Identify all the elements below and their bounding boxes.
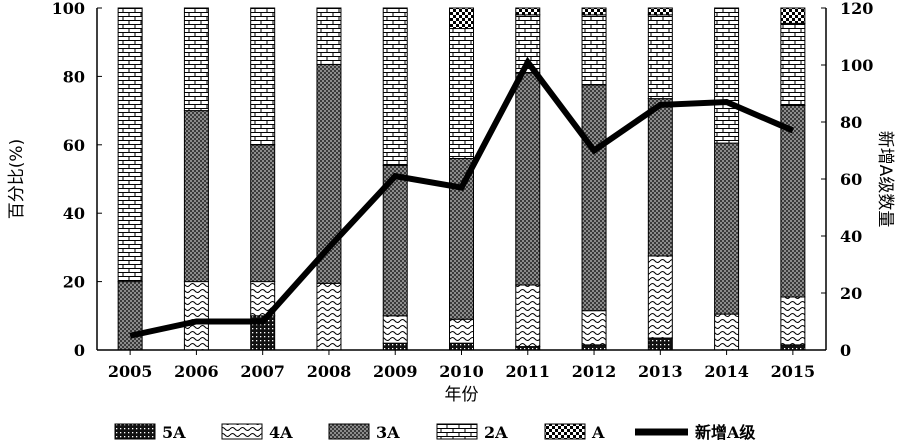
legend-swatch-4A [221,423,263,440]
plot-area [117,7,806,351]
bar-segment-2015-2A [780,22,806,106]
y-tick-label-right: 60 [840,170,862,189]
bar-segment-2005-2A [117,7,143,283]
x-tick-label: 2014 [704,362,749,381]
y-tick-label-right: 80 [840,113,862,132]
bar-segment-2015-5A [780,344,806,351]
legend-label-line: 新增A级 [695,423,756,442]
bar-segment-2012-A [581,7,607,16]
legend-swatch-3A [328,423,370,440]
axes: 0 20 40 60 80 100 0 20 40 60 80 100 120 2005 2006 2007 2… [7,0,895,405]
bar-segment-2007-2A [250,7,276,146]
x-tick-label: 2006 [174,362,219,381]
x-tick-label: 2007 [240,362,285,381]
bar-segment-2009-2A [382,7,408,166]
y-tick-label-right: 0 [840,341,851,360]
bar-segment-2013-A [647,7,673,16]
bar-segment-2013-3A [647,98,673,257]
x-tick-label: 2015 [771,362,816,381]
bar-segment-2012-2A [581,14,607,86]
y-tick-label-right: 100 [840,56,873,75]
x-tick-label: 2013 [638,362,683,381]
bar-segment-2010-5A [449,342,474,351]
bar-segment-2013-2A [647,14,673,100]
bar-segment-2009-5A [382,342,408,351]
y-tick-label-left: 0 [74,341,85,360]
x-tick-label: 2011 [506,362,551,381]
bar-segment-2007-3A [250,144,276,283]
bar-segment-2010-2A [449,28,474,159]
bar-segment-2015-3A [780,104,806,298]
bar-segment-2009-3A [382,164,408,317]
y-tick-label-right: 40 [840,227,862,246]
bar-segment-2011-3A [515,72,541,286]
legend-swatch-2A [436,423,478,440]
legend-label-4A: 4A [269,423,293,442]
line-series-new-a-level [129,56,795,339]
y-tick-label-left: 100 [52,0,85,18]
bar-segment-2015-A [780,7,806,24]
bar-segment-2013-4A [647,255,673,339]
x-tick-label: 2009 [373,362,418,381]
legend: 5A 4A 3A 2A A 新增A级 [114,423,756,442]
bar-segment-2007-4A [250,281,276,317]
bar-segment-2010-A [449,7,474,30]
bar-segment-2012-3A [581,84,607,312]
legend-label-A: A [591,423,605,442]
bar-segment-2014-4A [714,313,740,351]
bar-segment-2008-2A [316,7,342,65]
legend-label-5A: 5A [162,423,186,442]
bar-segment-2006-3A [183,110,209,283]
bar-segment-2005-3A [117,281,143,351]
legend-swatch-5A [114,423,156,440]
x-tick-label: 2005 [108,362,153,381]
bar-segment-2013-5A [647,337,673,351]
y-axis-title-right: 新增A级数量 [875,131,895,228]
x-tick-label: 2010 [439,362,484,381]
bar-segment-2006-4A [183,281,209,351]
y-tick-label-right: 20 [840,284,862,303]
bar-segment-2014-3A [714,142,740,315]
bar-segment-2012-5A [581,344,607,351]
x-tick-label: 2008 [307,362,352,381]
y-tick-label-left: 40 [63,204,85,223]
bar-segment-2011-4A [515,284,541,348]
y-tick-label-left: 80 [63,67,85,86]
bar-segment-2014-2A [714,7,740,144]
x-axis-title: 年份 [445,385,479,405]
y-tick-label-left: 60 [63,136,85,155]
bar-segment-2011-A [515,7,541,16]
bar-segment-2015-4A [780,296,806,346]
y-tick-label-left: 20 [63,273,85,292]
y-tick-label-right: 120 [840,0,873,18]
bar-segment-2008-4A [316,282,342,351]
bar-segment-2006-2A [183,7,209,112]
x-tick-label: 2012 [572,362,617,381]
legend-label-3A: 3A [376,423,400,442]
bar-segment-2012-4A [581,310,607,346]
legend-label-2A: 2A [484,423,508,442]
legend-swatch-A [544,423,586,440]
y-axis-title-left: 百分比(%) [7,139,27,219]
bar-segment-2009-4A [382,315,408,344]
bar-segment-2010-4A [449,318,474,344]
